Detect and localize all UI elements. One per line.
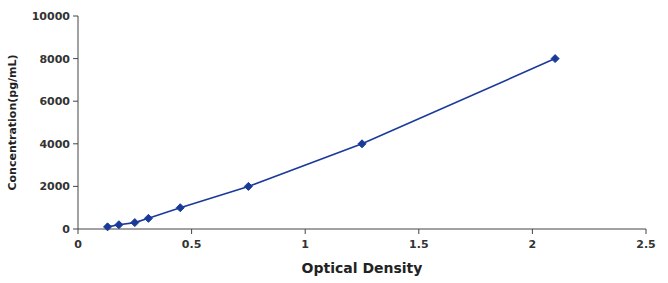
y-tick-label: 10000 [32,10,71,23]
y-tick-label: 4000 [39,138,70,151]
data-point [244,182,252,190]
chart-container: 0 0.5 1 1.5 2 2.5 0 2000 4000 6000 8000 10000 Optica… [0,0,668,283]
x-tick-label: 1.5 [409,238,429,251]
x-tick [532,229,533,234]
x-tick [418,229,419,234]
data-point [144,214,152,222]
y-tick-label: 8000 [39,53,70,66]
y-tick-label: 6000 [39,95,70,108]
x-axis-label: Optical Density [302,260,423,276]
data-point [358,140,366,148]
y-tick [73,58,78,59]
x-axis-line [78,229,646,230]
y-tick [73,229,78,230]
y-axis-line [78,16,79,229]
data-line [108,59,556,227]
y-tick [73,143,78,144]
data-point [115,221,123,229]
y-tick [73,101,78,102]
x-tick [305,229,306,234]
x-tick-label: 0.5 [182,238,202,251]
x-tick [646,229,647,234]
y-tick-label: 0 [62,223,70,236]
x-tick-label: 2.5 [636,238,656,251]
data-point [131,219,139,227]
y-tick [73,16,78,17]
x-tick-label: 0 [74,238,82,251]
x-tick-label: 2 [529,238,537,251]
data-point [551,55,559,63]
y-axis-label: Concentration(pg/mL) [6,54,19,190]
data-point [176,204,184,212]
data-point [104,223,112,231]
x-tick [191,229,192,234]
y-tick-label: 2000 [39,180,70,193]
x-tick-label: 1 [301,238,309,251]
chart-svg: 0 0.5 1 1.5 2 2.5 0 2000 4000 6000 8000 10000 Optica… [0,0,668,283]
plot-area [104,55,560,231]
x-tick [78,229,79,234]
y-tick [73,186,78,187]
